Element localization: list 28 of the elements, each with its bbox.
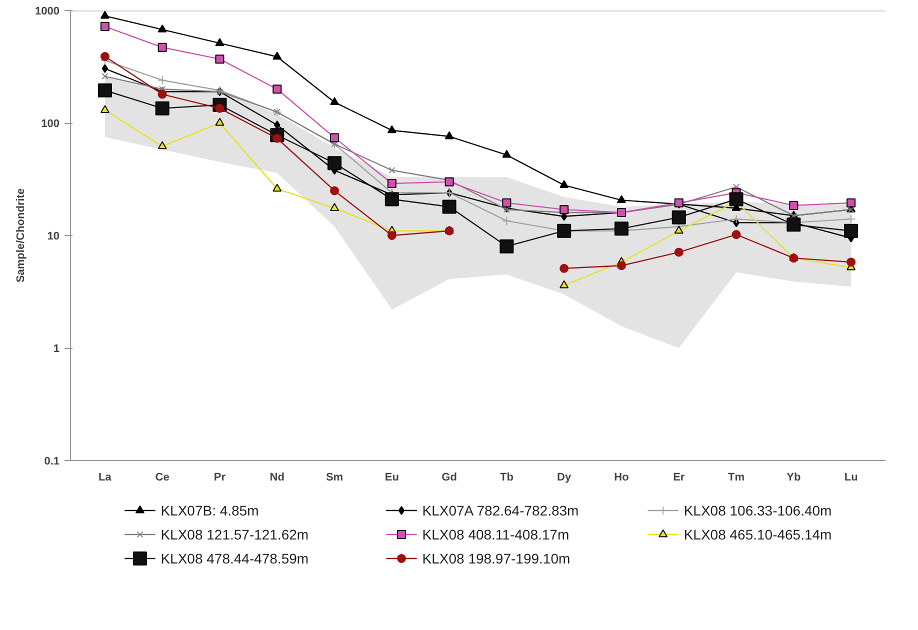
x-tick-label: Ce xyxy=(155,472,170,484)
legend-label: KLX07B: 4.85m xyxy=(160,502,259,518)
x-tick-label: Ho xyxy=(614,472,630,484)
x-tick-label: Gd xyxy=(442,472,457,484)
x-tick-label: Er xyxy=(673,472,686,484)
legend-label: KLX08 465.10-465.14m xyxy=(684,526,832,542)
y-tick-label: 1000 xyxy=(35,6,60,18)
x-tick-label: Tm xyxy=(728,472,745,484)
legend-label: KLX08 121.57-121.62m xyxy=(160,526,309,542)
legend-label: KLX07A 782.64-782.83m xyxy=(422,502,579,518)
x-tick-label: Eu xyxy=(384,472,399,484)
legend-label: KLX08 478.44-478.59m xyxy=(160,550,309,566)
legend-label: KLX08 106.33-106.40m xyxy=(684,502,832,518)
y-tick-label: 1 xyxy=(53,343,60,355)
y-tick-label: 10 xyxy=(47,230,60,242)
x-tick-label: Nd xyxy=(270,472,284,484)
x-tick-label: Yb xyxy=(786,472,801,484)
x-tick-label: Pr xyxy=(214,472,226,484)
y-tick-label: 100 xyxy=(41,118,60,130)
x-tick-label: Lu xyxy=(844,472,858,484)
legend-label: KLX08 198.97-199.10m xyxy=(422,550,570,566)
legend-label: KLX08 408.11-408.17m xyxy=(422,526,570,542)
x-tick-label: Dy xyxy=(557,472,572,484)
x-tick-label: Sm xyxy=(326,472,344,484)
x-tick-label: Tb xyxy=(500,472,514,484)
y-tick-label: 0.1 xyxy=(44,456,60,468)
y-axis-title: Sample/Chondrite xyxy=(15,188,28,283)
x-tick-label: La xyxy=(98,472,112,484)
